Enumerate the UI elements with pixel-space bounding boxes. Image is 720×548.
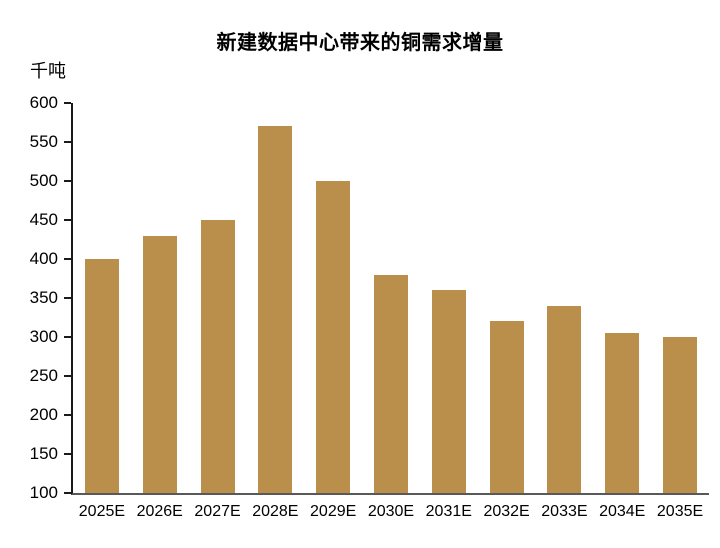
bar-2032E — [489, 321, 524, 493]
y-tick-mark-250 — [64, 375, 71, 377]
y-tick-label-300: 300 — [29, 327, 58, 346]
x-tick-label-2034E: 2034E — [599, 503, 646, 520]
bar-2029E — [316, 181, 351, 493]
y-tick-label-550: 550 — [29, 132, 58, 151]
x-axis-labels: 2025E 2026E 2027E 2028E 2029E 2030E 2031E 2032E… — [73, 503, 709, 521]
bar-2033E — [547, 305, 582, 493]
y-tick-mark-600 — [64, 102, 71, 104]
x-tick-label-2030E: 2030E — [367, 503, 415, 520]
y-tick-label-600: 600 — [29, 93, 58, 112]
y-tick-label-400: 400 — [29, 249, 58, 268]
y-tick-mark-300 — [64, 336, 71, 338]
y-tick-label-350: 350 — [29, 288, 58, 307]
y-tick-label-450: 450 — [29, 210, 58, 229]
bar-2025E — [84, 259, 119, 493]
bar-2034E — [605, 333, 640, 493]
x-tick-label-2025E: 2025E — [78, 503, 126, 520]
plot-area — [71, 103, 709, 495]
bar-2030E — [373, 274, 408, 493]
x-tick-label-2035E: 2035E — [656, 503, 704, 520]
y-tick-label-250: 250 — [29, 366, 58, 385]
y-tick-mark-450 — [64, 219, 71, 221]
y-tick-mark-100 — [64, 492, 71, 494]
x-tick-label-2028E: 2028E — [252, 503, 299, 520]
y-tick-label-100: 100 — [29, 483, 58, 502]
bar-2026E — [142, 235, 177, 493]
y-tick-label-200: 200 — [29, 405, 58, 424]
chart-title: 新建数据中心带来的铜需求增量 — [216, 32, 504, 54]
x-tick-label-2031E: 2031E — [425, 503, 472, 520]
x-tick-label-2027E: 2027E — [194, 503, 241, 520]
y-tick-mark-150 — [64, 453, 71, 455]
x-tick-label-2033E: 2033E — [541, 503, 588, 520]
y-tick-mark-350 — [64, 297, 71, 299]
x-tick-label-2029E: 2029E — [310, 503, 357, 520]
bar-2028E — [258, 126, 293, 493]
bar-2031E — [431, 290, 466, 493]
y-tick-mark-200 — [64, 414, 71, 416]
x-tick-label-2026E: 2026E — [136, 503, 183, 520]
bar-2035E — [663, 337, 698, 493]
y-tick-mark-550 — [64, 141, 71, 143]
y-tick-label-150: 150 — [29, 444, 58, 463]
y-axis-unit-label: 千吨 — [30, 61, 66, 81]
y-tick-mark-400 — [64, 258, 71, 260]
bars-container — [73, 103, 709, 493]
x-tick-label-2032E: 2032E — [483, 503, 530, 520]
bar-2027E — [200, 220, 235, 493]
y-tick-label-500: 500 — [29, 171, 58, 190]
y-tick-mark-500 — [64, 180, 71, 182]
